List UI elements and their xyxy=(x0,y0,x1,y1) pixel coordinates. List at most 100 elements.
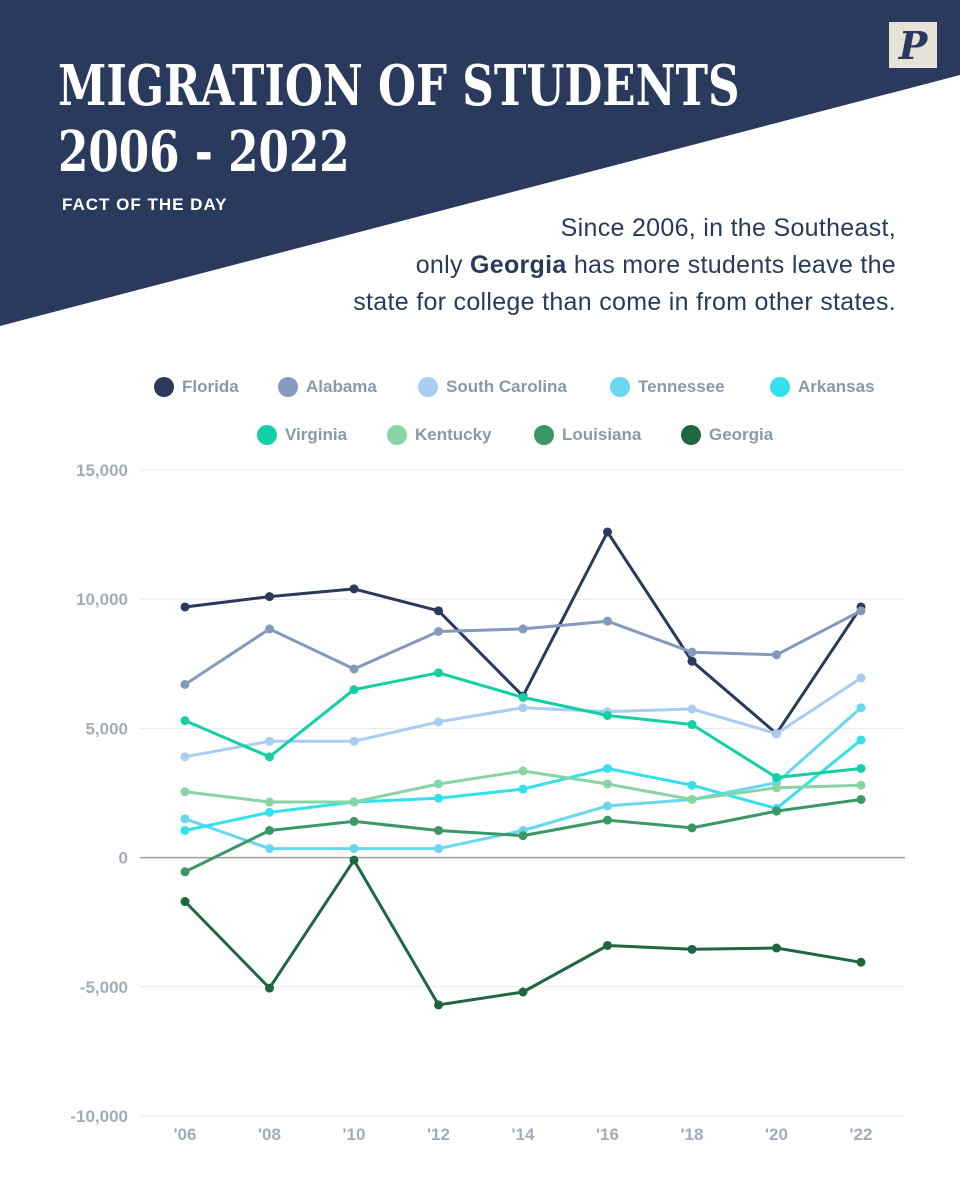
data-point-alabama xyxy=(603,616,612,626)
data-point-louisiana xyxy=(518,831,528,841)
series-georgia xyxy=(180,855,866,1010)
data-point-georgia xyxy=(349,855,359,865)
data-point-south-carolina xyxy=(687,704,697,714)
data-point-south-carolina xyxy=(856,673,866,683)
series-kentucky xyxy=(180,766,866,807)
data-point-florida xyxy=(265,592,274,602)
legend-label-alabama: Alabama xyxy=(306,377,377,396)
data-point-arkansas xyxy=(603,763,612,773)
x-axis-ticks: '06 '08 '10 '12 '14 '16 '18 '20 '22 xyxy=(174,1125,873,1144)
data-point-kentucky xyxy=(518,766,528,776)
data-point-georgia xyxy=(687,944,697,954)
data-point-georgia xyxy=(434,1000,443,1010)
fact-line2-post: has more students leave the xyxy=(566,251,896,279)
data-point-tennessee xyxy=(349,844,359,854)
data-point-virginia xyxy=(603,710,612,720)
legend-label-florida: Florida xyxy=(182,377,239,396)
data-point-louisiana xyxy=(772,806,781,816)
legend-label-arkansas: Arkansas xyxy=(798,377,875,396)
series-line-virginia xyxy=(183,671,863,779)
series-line-alabama xyxy=(183,609,863,686)
x-tick-label: '06 xyxy=(174,1125,197,1144)
data-point-kentucky xyxy=(349,797,359,807)
series-line-georgia xyxy=(183,858,863,1007)
brand-logo-letter: P xyxy=(898,23,928,68)
fact-line2-pre: only xyxy=(415,251,470,279)
legend-row-2: Virginia Kentucky Louisiana Georgia xyxy=(0,421,960,449)
x-tick-label: '08 xyxy=(258,1125,281,1144)
legend-row-1: Florida Alabama South Carolina Tennessee… xyxy=(0,373,960,401)
data-point-alabama xyxy=(180,679,190,689)
data-point-tennessee xyxy=(180,814,190,824)
data-point-alabama xyxy=(687,647,697,657)
legend-label-tennessee: Tennessee xyxy=(638,377,725,396)
legend-label-louisiana: Louisiana xyxy=(562,425,642,444)
data-point-louisiana xyxy=(349,816,359,826)
series-louisiana xyxy=(180,794,866,877)
data-point-georgia xyxy=(856,957,866,967)
data-point-virginia xyxy=(349,685,359,695)
y-tick-label: -10,000 xyxy=(70,1107,128,1126)
banner-background xyxy=(0,0,960,326)
data-point-virginia xyxy=(265,752,274,762)
data-point-georgia xyxy=(180,897,190,907)
y-tick-label: 15,000 xyxy=(76,461,128,480)
page-title-line1: MIGRATION OF STUDENTS xyxy=(58,53,740,119)
x-tick-label: '16 xyxy=(596,1125,619,1144)
data-point-kentucky xyxy=(772,783,781,793)
y-axis-ticks: 15,000 10,000 5,000 0 -5,000 -10,000 xyxy=(70,461,128,1126)
legend-label-kentucky: Kentucky xyxy=(415,425,492,444)
data-point-arkansas xyxy=(856,735,866,745)
data-point-florida xyxy=(687,656,697,666)
x-tick-label: '20 xyxy=(765,1125,788,1144)
data-point-georgia xyxy=(772,943,781,953)
legend-label-virginia: Virginia xyxy=(285,425,348,444)
fact-line2: only Georgia has more students leave the xyxy=(196,247,896,284)
data-point-kentucky xyxy=(856,780,866,790)
data-point-south-carolina xyxy=(180,752,190,762)
data-point-tennessee xyxy=(434,844,443,854)
data-point-georgia xyxy=(265,983,274,993)
legend-swatch-kentucky xyxy=(387,425,407,445)
data-point-louisiana xyxy=(265,825,274,835)
data-point-alabama xyxy=(434,627,443,636)
data-point-virginia xyxy=(687,720,697,730)
series-virginia xyxy=(180,668,866,782)
y-tick-label: -5,000 xyxy=(80,978,128,997)
fact-line3: state for college than come in from othe… xyxy=(353,288,896,316)
data-point-south-carolina xyxy=(265,736,274,746)
data-point-virginia xyxy=(180,716,190,726)
data-point-florida xyxy=(434,606,443,616)
x-tick-label: '14 xyxy=(512,1125,535,1144)
legend-swatch-arkansas xyxy=(770,377,790,397)
fact-line1: Since 2006, in the Southeast, xyxy=(560,214,896,242)
data-point-virginia xyxy=(856,763,866,773)
data-point-alabama xyxy=(856,606,866,616)
data-point-kentucky xyxy=(265,797,274,807)
data-point-kentucky xyxy=(603,779,612,789)
migration-line-chart: 15,000 10,000 5,000 0 -5,000 -10,000 '06 '08 '1… xyxy=(70,461,905,1144)
data-point-alabama xyxy=(265,624,274,634)
data-point-alabama xyxy=(772,650,781,660)
data-point-louisiana xyxy=(856,794,866,804)
data-point-arkansas xyxy=(687,780,697,790)
data-point-louisiana xyxy=(180,867,190,877)
x-tick-label: '18 xyxy=(681,1125,704,1144)
data-point-virginia xyxy=(772,772,781,782)
page-subtitle: FACT OF THE DAY xyxy=(62,195,228,214)
data-point-tennessee xyxy=(603,801,612,811)
data-point-tennessee xyxy=(265,844,274,854)
x-tick-label: '12 xyxy=(427,1125,450,1144)
series-layer xyxy=(180,527,866,1010)
data-point-arkansas xyxy=(180,825,190,835)
series-alabama xyxy=(180,606,866,689)
legend-swatch-virginia xyxy=(257,425,277,445)
data-point-kentucky xyxy=(687,794,697,804)
series-tennessee xyxy=(180,703,866,854)
data-point-georgia xyxy=(603,940,612,950)
data-point-south-carolina xyxy=(772,729,781,739)
data-point-georgia xyxy=(518,987,528,997)
legend-swatch-florida xyxy=(154,377,174,397)
data-point-louisiana xyxy=(687,823,697,833)
data-point-louisiana xyxy=(603,815,612,825)
